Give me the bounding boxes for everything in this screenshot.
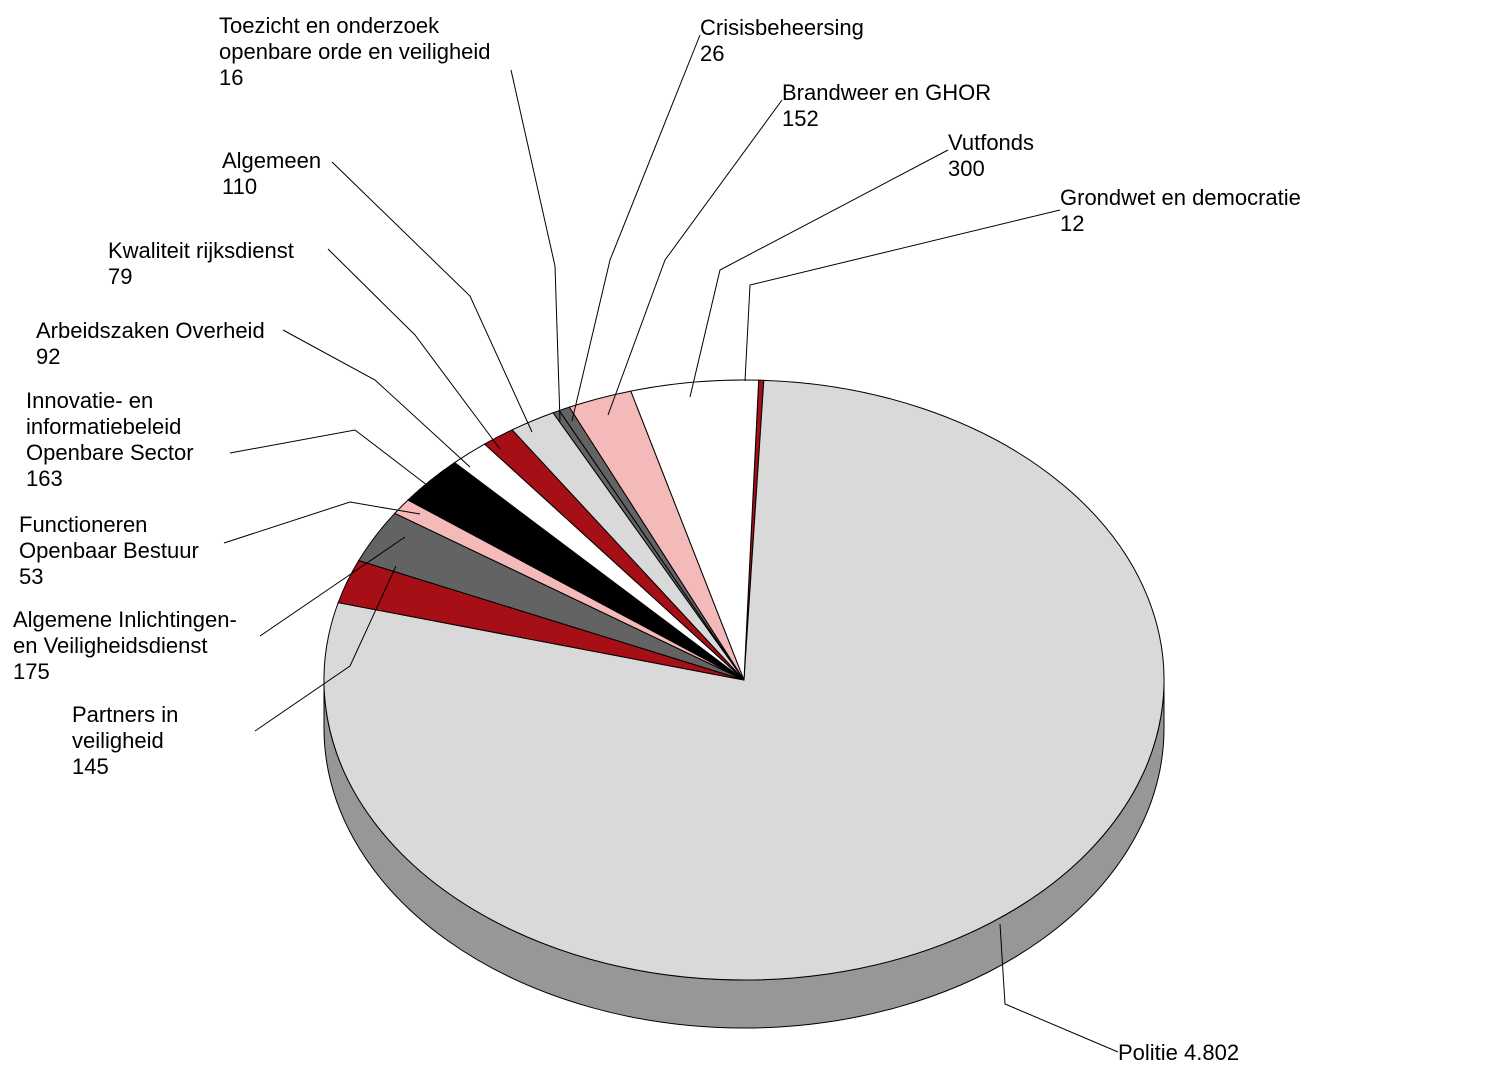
slice-label: Innovatie- eninformatiebeleidOpenbare Se… <box>26 388 194 491</box>
leader-line <box>511 70 560 421</box>
slice-label: Brandweer en GHOR152 <box>782 80 991 131</box>
slice-label: Grondwet en democratie12 <box>1060 185 1301 236</box>
slice-label: Crisisbeheersing26 <box>700 15 864 66</box>
slice-label: Toezicht en onderzoekopenbare orde en ve… <box>219 13 491 90</box>
leader-line <box>230 430 436 492</box>
leader-line <box>328 249 500 449</box>
leader-line <box>745 210 1060 381</box>
slice-label: Arbeidszaken Overheid92 <box>36 318 265 369</box>
pie-top <box>324 380 1164 980</box>
slice-label: Vutfonds300 <box>948 130 1034 181</box>
leader-line <box>608 100 782 415</box>
slice-label: Algemene Inlichtingen-en Veiligheidsdien… <box>13 607 237 684</box>
leader-line <box>690 150 948 397</box>
leader-line <box>572 35 700 421</box>
slice-label: Politie 4.802 <box>1118 1040 1239 1065</box>
slice-label: Partners inveiligheid145 <box>72 702 178 779</box>
pie-3d-chart: Grondwet en democratie12 Politie 4.802 Par… <box>0 0 1487 1087</box>
slice-label: FunctionerenOpenbaar Bestuur53 <box>19 512 199 589</box>
slice-label: Kwaliteit rijksdienst79 <box>108 238 294 289</box>
leader-line <box>332 162 532 432</box>
slice-label: Algemeen110 <box>222 148 321 199</box>
